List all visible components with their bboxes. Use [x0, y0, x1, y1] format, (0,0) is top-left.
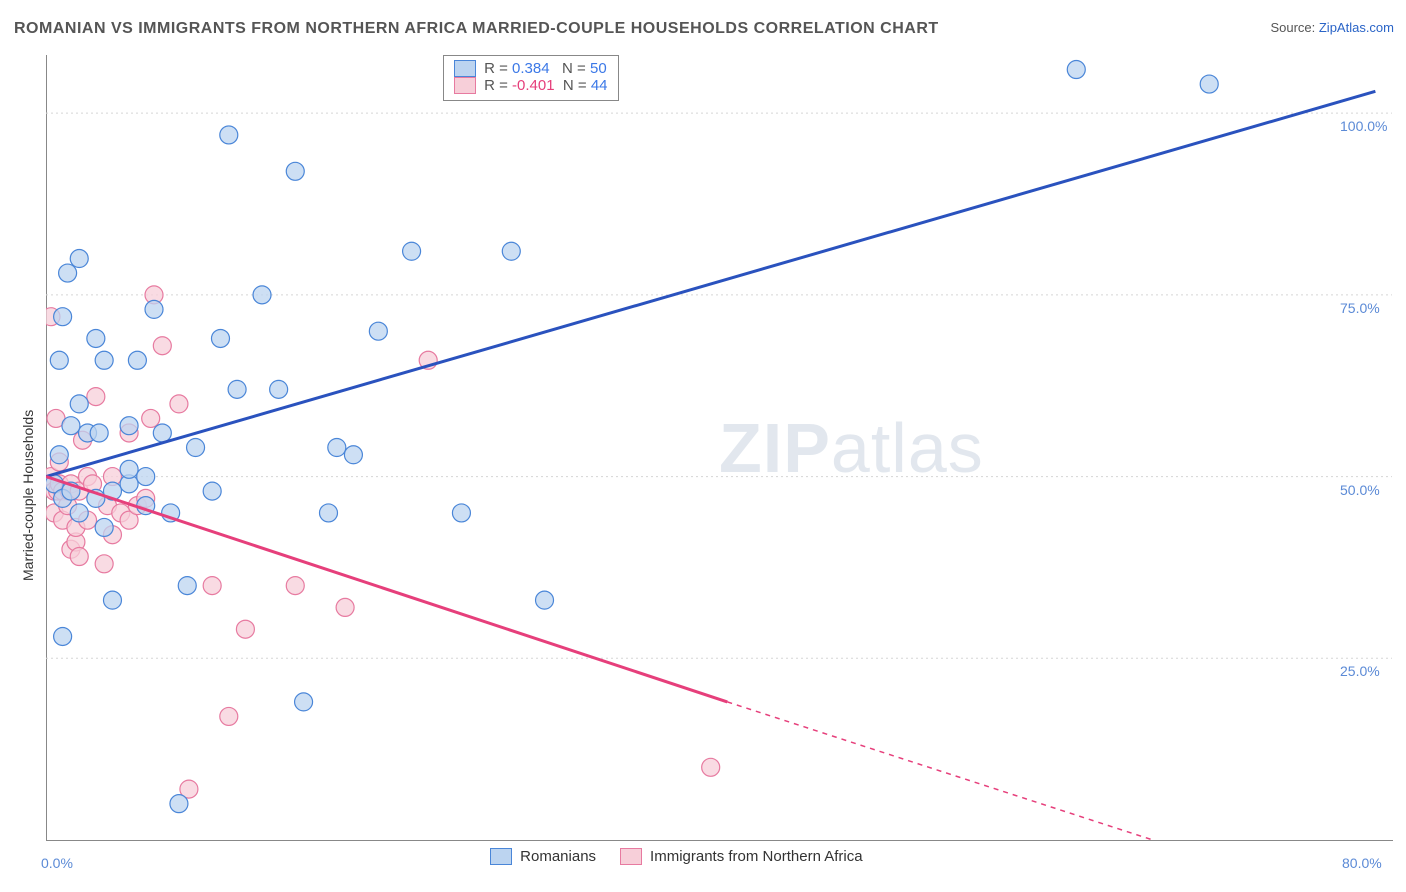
legend-swatch: [620, 848, 642, 865]
stats-legend-row: R = -0.401 N = 44: [454, 77, 607, 94]
series-legend-label: Immigrants from Northern Africa: [650, 848, 863, 865]
source-link[interactable]: ZipAtlas.com: [1319, 20, 1394, 35]
source-attribution: Source: ZipAtlas.com: [1270, 20, 1394, 35]
series-legend-item: Romanians: [490, 848, 596, 865]
stats-legend: R = 0.384 N = 50R = -0.401 N = 44: [443, 55, 618, 101]
y-tick-label: 50.0%: [1340, 482, 1380, 498]
series-legend-label: Romanians: [520, 848, 596, 865]
stats-text: R = 0.384 N = 50: [484, 60, 607, 77]
chart-svg: [46, 55, 1392, 840]
legend-swatch: [454, 77, 476, 94]
y-tick-label: 100.0%: [1340, 118, 1387, 134]
stats-legend-row: R = 0.384 N = 50: [454, 60, 607, 77]
y-tick-label: 25.0%: [1340, 663, 1380, 679]
series-legend-item: Immigrants from Northern Africa: [620, 848, 863, 865]
source-prefix: Source:: [1270, 20, 1318, 35]
legend-swatch: [490, 848, 512, 865]
legend-swatch: [454, 60, 476, 77]
series-legend: Romanians Immigrants from Northern Africa: [490, 848, 862, 865]
x-end-label: 80.0%: [1342, 855, 1382, 871]
stats-text: R = -0.401 N = 44: [484, 77, 607, 94]
chart-title: ROMANIAN VS IMMIGRANTS FROM NORTHERN AFR…: [14, 20, 939, 38]
y-tick-label: 75.0%: [1340, 300, 1380, 316]
origin-label: 0.0%: [41, 855, 73, 871]
y-axis-label: Married-couple Households: [20, 410, 36, 581]
